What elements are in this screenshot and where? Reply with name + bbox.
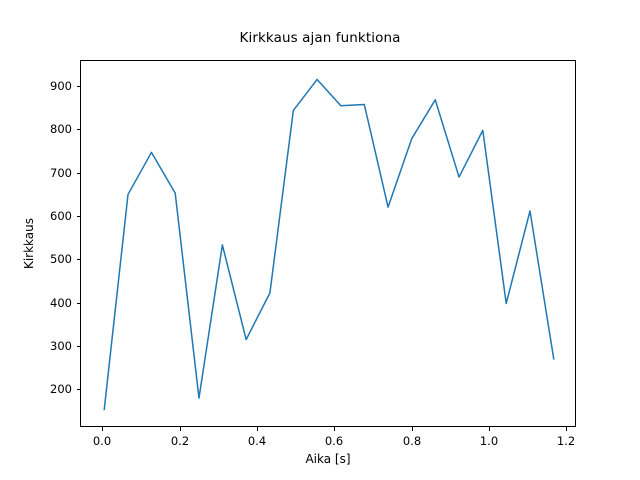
x-tick-mark [566,427,567,431]
x-tick-mark [180,427,181,431]
y-tick-mark [76,303,80,304]
x-tick-label: 0.4 [247,434,267,448]
y-tick-mark [76,86,80,87]
x-tick-mark [412,427,413,431]
data-series-line [103,78,555,411]
x-tick-label: 1.2 [556,434,576,448]
chart-title: Kirkkaus ajan funktiona [239,30,401,46]
x-tick-mark [257,427,258,431]
x-tick-label: 0.6 [324,434,344,448]
x-tick-mark [489,427,490,431]
x-tick-label: 0.2 [170,434,190,448]
y-tick-mark [76,216,80,217]
y-tick-mark [76,173,80,174]
y-tick-label: 400 [50,296,72,310]
x-tick-mark [102,427,103,431]
x-tick-label: 0.8 [402,434,422,448]
y-tick-label: 500 [50,252,72,266]
x-tick-mark [334,427,335,431]
y-axis-label: Kirkkaus [22,217,36,270]
y-tick-mark [76,129,80,130]
plot-axes [80,60,576,427]
y-tick-label: 200 [50,382,72,396]
y-tick-label: 800 [50,122,72,136]
x-axis-label: Aika [s] [305,452,351,466]
y-tick-mark [76,346,80,347]
y-tick-label: 900 [50,79,72,93]
y-tick-label: 700 [50,166,72,180]
y-tick-mark [76,389,80,390]
plot-area [103,78,555,411]
y-tick-mark [76,259,80,260]
y-tick-label: 300 [50,339,72,353]
x-tick-label: 0.0 [92,434,112,448]
x-tick-label: 1.0 [479,434,499,448]
y-tick-label: 600 [50,209,72,223]
